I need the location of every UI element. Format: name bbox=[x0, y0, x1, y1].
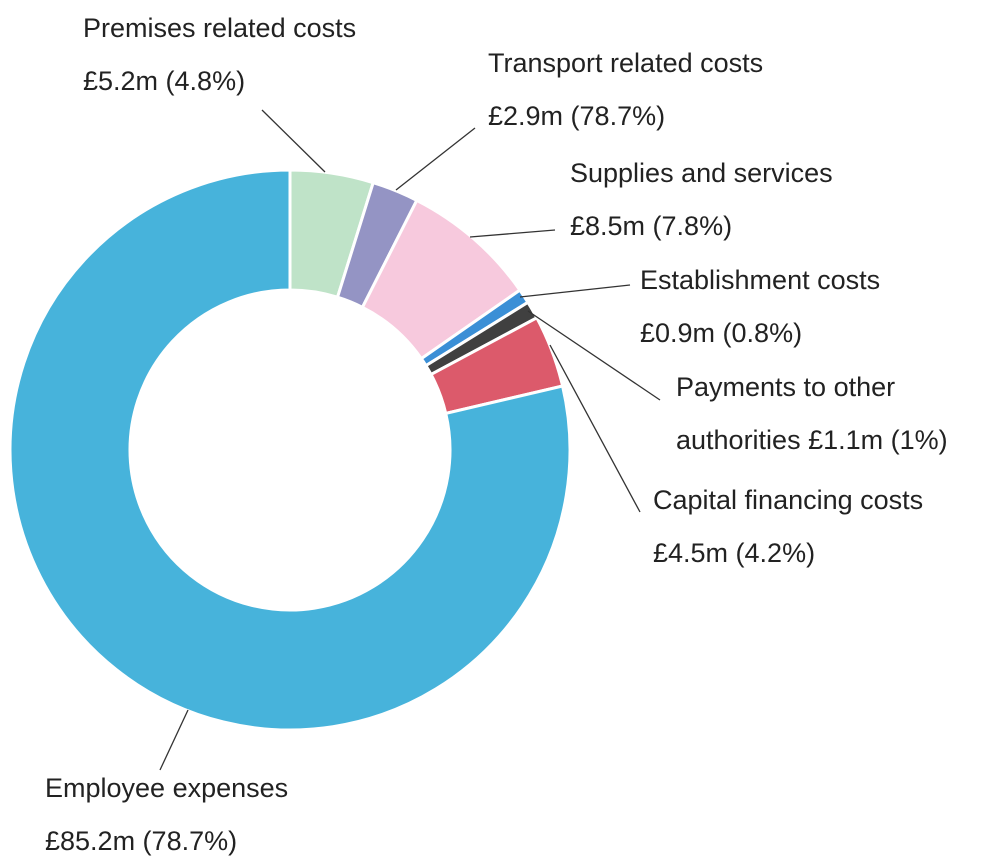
leader-line bbox=[261, 109, 326, 173]
value-label: £2.9m (78.7%) bbox=[488, 101, 666, 131]
value-label: £4.5m (4.2%) bbox=[653, 538, 816, 568]
value-label: £5.2m (4.8%) bbox=[83, 66, 246, 96]
category-name: Premises related costs bbox=[83, 13, 357, 43]
category-name: Supplies and services bbox=[570, 158, 833, 188]
leader-line bbox=[549, 344, 641, 513]
value-label: £0.9m (0.8%) bbox=[640, 318, 803, 348]
category-name: Capital financing costs bbox=[653, 485, 924, 515]
leader-line bbox=[527, 310, 661, 401]
slice-label: Establishment costs £0.9m (0.8%) bbox=[640, 254, 880, 360]
slice-label: Employee expenses £85.2m (78.7%) bbox=[45, 762, 288, 868]
leader-line bbox=[395, 127, 476, 191]
value-label: £8.5m (7.8%) bbox=[570, 211, 733, 241]
leader-line bbox=[469, 229, 556, 238]
donut-slice bbox=[8, 168, 572, 732]
category-name: Payments to other authorities bbox=[676, 372, 896, 455]
category-name: Establishment costs bbox=[640, 265, 881, 295]
value-label: £85.2m (78.7%) bbox=[45, 826, 238, 856]
leader-line bbox=[519, 284, 631, 298]
category-name: Employee expenses bbox=[45, 773, 289, 803]
slice-label: Supplies and services £8.5m (7.8%) bbox=[570, 147, 833, 253]
value-label: £1.1m (1%) bbox=[808, 425, 948, 455]
slice-label: Transport related costs £2.9m (78.7%) bbox=[488, 37, 763, 143]
leader-line bbox=[159, 709, 189, 771]
slice-label: Capital financing costs £4.5m (4.2%) bbox=[653, 474, 923, 580]
slice-label: Payments to other authorities £1.1m (1%) bbox=[676, 361, 996, 467]
category-name: Transport related costs bbox=[488, 48, 764, 78]
slice-label: Premises related costs £5.2m (4.8%) bbox=[83, 2, 356, 108]
